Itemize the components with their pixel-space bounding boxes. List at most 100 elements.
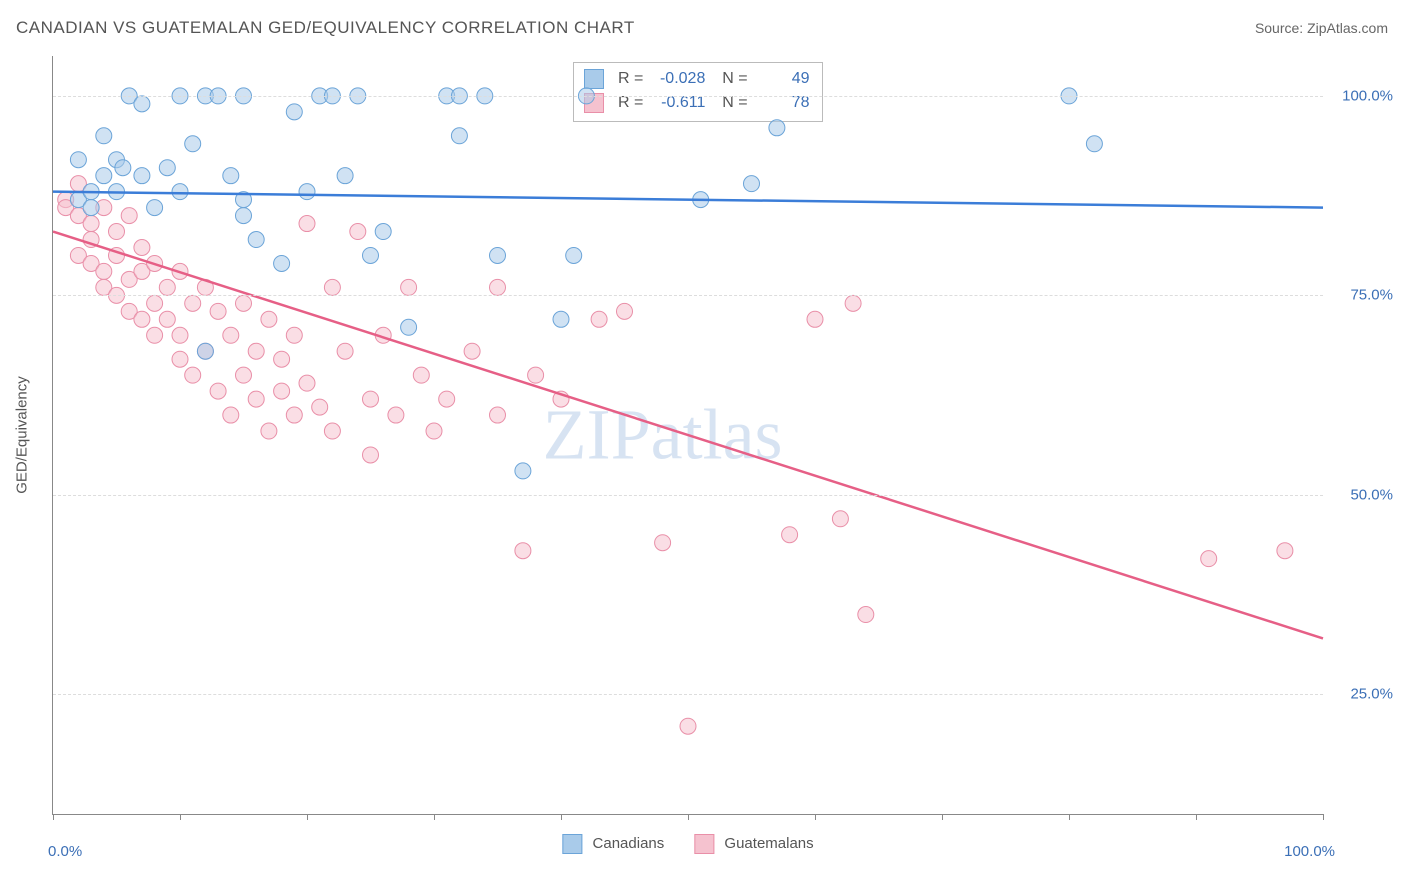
- scatter-point: [261, 311, 277, 327]
- scatter-point: [96, 168, 112, 184]
- scatter-point: [223, 168, 239, 184]
- scatter-point: [134, 311, 150, 327]
- scatter-point: [401, 319, 417, 335]
- x-tick-mark: [688, 814, 689, 820]
- chart-title: CANADIAN VS GUATEMALAN GED/EQUIVALENCY C…: [16, 18, 635, 38]
- scatter-point: [134, 168, 150, 184]
- scatter-point: [426, 423, 442, 439]
- scatter-point: [236, 295, 252, 311]
- scatter-point: [490, 247, 506, 263]
- scatter-point: [147, 295, 163, 311]
- scatter-point: [223, 327, 239, 343]
- plot-area: ZIPatlas R = -0.028 N = 49 R = -0.611 N …: [52, 56, 1323, 815]
- x-tick-mark: [1196, 814, 1197, 820]
- scatter-point: [528, 367, 544, 383]
- scatter-point: [121, 208, 137, 224]
- x-tick-mark: [1069, 814, 1070, 820]
- scatter-point: [464, 343, 480, 359]
- scatter-point: [159, 279, 175, 295]
- scatter-point: [832, 511, 848, 527]
- scatter-point: [172, 184, 188, 200]
- series-legend: Canadians Guatemalans: [562, 834, 813, 854]
- scatter-point: [363, 247, 379, 263]
- scatter-point: [210, 383, 226, 399]
- scatter-point: [490, 279, 506, 295]
- scatter-point: [782, 527, 798, 543]
- scatter-point: [185, 367, 201, 383]
- scatter-point: [337, 168, 353, 184]
- scatter-point: [363, 391, 379, 407]
- scatter-point: [744, 176, 760, 192]
- x-tick-mark: [53, 814, 54, 820]
- scatter-point: [109, 224, 125, 240]
- scatter-point: [70, 152, 86, 168]
- scatter-point: [299, 216, 315, 232]
- gridline: [53, 694, 1323, 695]
- scatter-point: [350, 224, 366, 240]
- scatter-point: [1277, 543, 1293, 559]
- scatter-point: [261, 423, 277, 439]
- scatter-point: [286, 104, 302, 120]
- scatter-point: [248, 391, 264, 407]
- scatter-point: [655, 535, 671, 551]
- gridline: [53, 96, 1323, 97]
- scatter-point: [185, 295, 201, 311]
- scatter-point: [172, 351, 188, 367]
- scatter-point: [401, 279, 417, 295]
- scatter-point: [223, 407, 239, 423]
- scatter-point: [617, 303, 633, 319]
- scatter-point: [274, 383, 290, 399]
- scatter-point: [324, 279, 340, 295]
- scatter-point: [185, 136, 201, 152]
- x-axis-end-label: 100.0%: [1284, 843, 1335, 860]
- source-attribution: Source: ZipAtlas.com: [1255, 20, 1388, 36]
- scatter-point: [566, 247, 582, 263]
- scatter-point: [591, 311, 607, 327]
- scatter-point: [96, 263, 112, 279]
- legend-item-label: Canadians: [593, 835, 665, 852]
- scatter-point: [490, 407, 506, 423]
- scatter-point: [769, 120, 785, 136]
- scatter-point: [83, 216, 99, 232]
- trend-line: [53, 232, 1323, 639]
- scatter-point: [147, 200, 163, 216]
- x-tick-mark: [942, 814, 943, 820]
- y-tick-label: 75.0%: [1333, 287, 1393, 304]
- scatter-point: [115, 160, 131, 176]
- scatter-point: [299, 375, 315, 391]
- y-tick-label: 50.0%: [1333, 486, 1393, 503]
- scatter-point: [248, 343, 264, 359]
- scatter-point: [680, 718, 696, 734]
- scatter-point: [439, 391, 455, 407]
- y-tick-label: 100.0%: [1333, 87, 1393, 104]
- scatter-point: [363, 447, 379, 463]
- legend-item: Canadians: [562, 834, 664, 854]
- title-bar: CANADIAN VS GUATEMALAN GED/EQUIVALENCY C…: [16, 18, 1388, 38]
- x-tick-mark: [1323, 814, 1324, 820]
- x-tick-mark: [561, 814, 562, 820]
- scatter-point: [299, 184, 315, 200]
- legend-swatch-guatemalans: [694, 834, 714, 854]
- scatter-point: [96, 128, 112, 144]
- scatter-point: [286, 407, 302, 423]
- legend-swatch-canadians: [562, 834, 582, 854]
- gridline: [53, 295, 1323, 296]
- scatter-point: [1086, 136, 1102, 152]
- scatter-point: [388, 407, 404, 423]
- scatter-point: [172, 327, 188, 343]
- scatter-point: [451, 128, 467, 144]
- scatter-point: [337, 343, 353, 359]
- scatter-point: [236, 208, 252, 224]
- scatter-point: [312, 399, 328, 415]
- scatter-point: [515, 463, 531, 479]
- scatter-point: [134, 96, 150, 112]
- scatter-point: [274, 351, 290, 367]
- gridline: [53, 495, 1323, 496]
- y-tick-label: 25.0%: [1333, 686, 1393, 703]
- scatter-point: [147, 327, 163, 343]
- scatter-point: [159, 160, 175, 176]
- legend-item-label: Guatemalans: [724, 835, 813, 852]
- scatter-point: [274, 255, 290, 271]
- scatter-point: [248, 232, 264, 248]
- scatter-point: [515, 543, 531, 559]
